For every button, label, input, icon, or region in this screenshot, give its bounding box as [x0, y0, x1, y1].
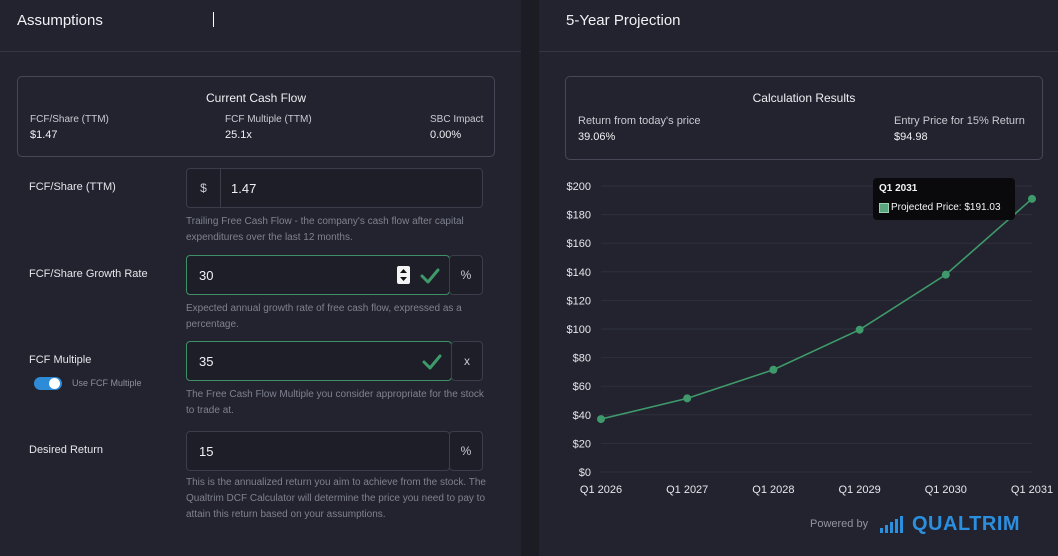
data-point	[769, 365, 778, 374]
x-suffix: x	[451, 341, 483, 381]
x-tick-label: Q1 2027	[666, 484, 708, 496]
y-tick-label: $200	[567, 181, 591, 193]
fcf-share-help: Trailing Free Cash Flow - the company's …	[186, 216, 464, 243]
powered-by-label: Powered by	[810, 518, 869, 530]
x-tick-label: Q1 2030	[925, 484, 967, 496]
x-tick-label: Q1 2031	[1011, 484, 1053, 496]
qualtrim-logo-icon	[880, 516, 903, 533]
spinner-arrows-icon	[400, 269, 407, 281]
text-caret	[213, 12, 214, 27]
projection-title: 5-Year Projection	[539, 0, 1058, 52]
x-tick-label: Q1 2028	[752, 484, 794, 496]
growth-rate-help: Expected annual growth rate of free cash…	[186, 303, 462, 330]
stat-fcf-share-value: $1.47	[30, 129, 58, 141]
y-tick-label: $120	[567, 295, 591, 307]
x-tick-label: Q1 2029	[838, 484, 880, 496]
tooltip-text: Projected Price: $191.03	[891, 202, 1001, 213]
check-icon	[422, 354, 442, 370]
use-fcf-multiple-toggle[interactable]	[34, 377, 62, 390]
fcf-share-label: FCF/Share (TTM)	[29, 181, 116, 193]
y-tick-label: $40	[573, 410, 591, 422]
entry-price-label: Entry Price for 15% Return	[894, 115, 1025, 127]
data-point	[855, 325, 864, 334]
data-point	[941, 270, 950, 279]
fcf-share-value: 1.47	[231, 181, 257, 196]
y-tick-label: $60	[573, 381, 591, 393]
toggle-knob	[49, 378, 60, 389]
data-point	[1028, 194, 1036, 203]
data-point	[683, 394, 692, 403]
return-label: Return from today's price	[578, 115, 701, 127]
desired-return-help: This is the annualized return you aim to…	[186, 477, 486, 520]
x-tick-label: Q1 2026	[580, 484, 622, 496]
projection-chart: $0 $20 $40 $60 $80 $100 $120 $140 $160 $180 $200 Q1…	[567, 181, 1054, 496]
y-tick-label: $20	[573, 438, 591, 450]
stat-fcf-multiple-value: 25.1x	[225, 129, 252, 141]
projection-panel: 5-Year Projection	[539, 0, 1058, 556]
stat-sbc-impact-value: 0.00%	[430, 129, 462, 141]
fcf-share-input[interactable]: $ 1.47	[186, 168, 483, 208]
current-cash-flow-title: Current Cash Flow	[205, 91, 307, 105]
use-fcf-multiple-label: Use FCF Multiple	[72, 378, 142, 388]
growth-rate-value: 30	[199, 268, 214, 283]
stat-fcf-share-label: FCF/Share (TTM)	[30, 114, 109, 125]
assumptions-title: Assumptions	[0, 0, 521, 52]
y-tick-label: $0	[579, 467, 591, 479]
dollar-prefix: $	[187, 169, 221, 207]
growth-rate-input[interactable]: 30	[186, 255, 450, 295]
y-tick-label: $160	[567, 238, 591, 250]
entry-price-value: $94.98	[894, 131, 928, 143]
growth-rate-label: FCF/Share Growth Rate	[29, 268, 148, 280]
y-tick-label: $100	[567, 324, 591, 336]
number-spinner[interactable]	[397, 266, 410, 284]
fcf-multiple-label: FCF Multiple	[29, 354, 92, 366]
percent-suffix: %	[449, 255, 483, 295]
current-cash-flow-card: Current Cash Flow FCF/Share (TTM) $1.47 …	[17, 76, 495, 157]
stat-sbc-impact-label: SBC Impact	[430, 114, 484, 125]
fcf-multiple-help: The Free Cash Flow Multiple you consider…	[186, 389, 484, 416]
desired-return-input[interactable]: 15	[186, 431, 450, 471]
fcf-multiple-input[interactable]: 35	[186, 341, 452, 381]
percent-suffix: %	[449, 431, 483, 471]
tooltip-title: Q1 2031	[879, 183, 918, 194]
data-point	[597, 415, 605, 424]
calculation-results-card: Calculation Results Return from today's …	[565, 76, 1043, 160]
y-tick-label: $80	[573, 353, 591, 365]
check-icon	[420, 268, 440, 284]
desired-return-value: 15	[199, 444, 214, 459]
y-tick-label: $180	[567, 210, 591, 222]
series-line	[600, 198, 1033, 420]
fcf-multiple-value: 35	[199, 354, 214, 369]
tooltip-swatch	[879, 203, 889, 213]
y-tick-label: $140	[567, 267, 591, 279]
calculation-results-title: Calculation Results	[752, 91, 856, 105]
desired-return-label: Desired Return	[29, 444, 103, 456]
stat-fcf-multiple-label: FCF Multiple (TTM)	[225, 114, 312, 125]
chart-tooltip: Q1 2031 Projected Price: $191.03	[873, 178, 1015, 220]
qualtrim-brand: QUALTRIM	[912, 513, 1021, 535]
return-value: 39.06%	[578, 131, 616, 143]
